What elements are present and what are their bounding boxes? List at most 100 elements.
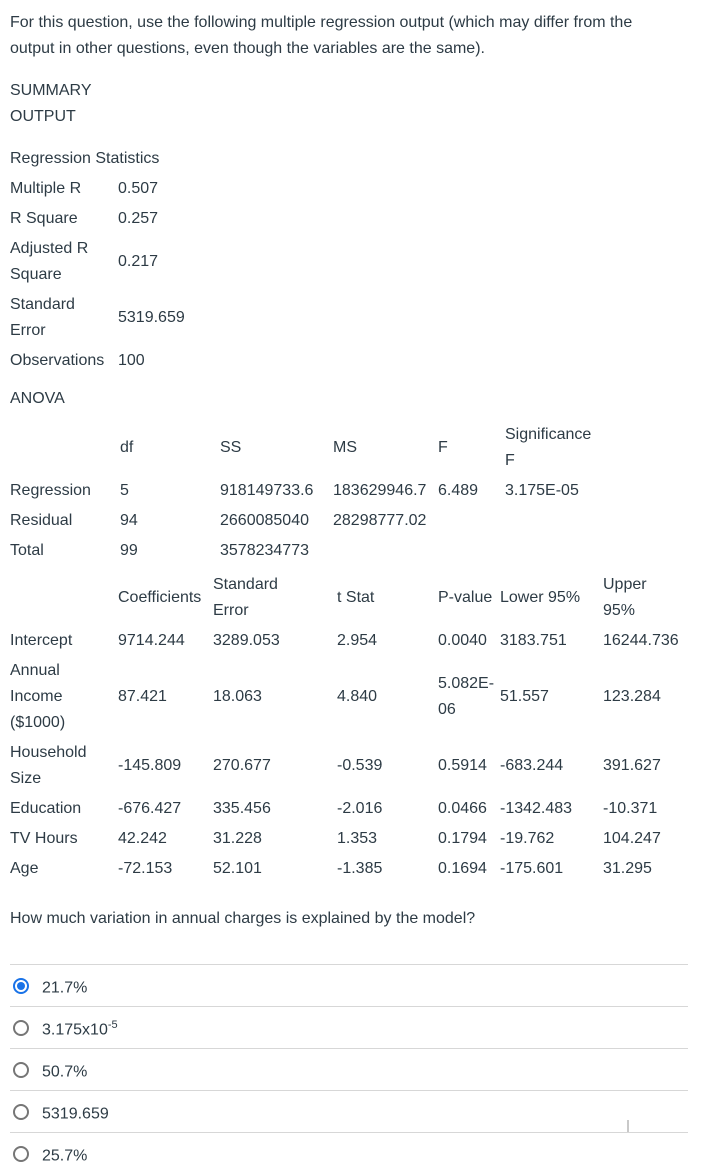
coef-cell: 123.284 — [603, 688, 661, 705]
coef-cell: 3289.053 — [213, 632, 280, 649]
summary-output-label: SUMMARY OUTPUT — [10, 82, 92, 125]
coef-cell: -10.371 — [603, 800, 658, 817]
stat-value: 0.507 — [118, 180, 159, 197]
stat-label: Adjusted R Square — [10, 240, 89, 283]
anova-cell — [438, 536, 505, 566]
anova-cell: 918149733.6 — [220, 482, 314, 499]
coef-cell: 1.353 — [337, 830, 378, 847]
anova-cell: 94 — [120, 512, 138, 529]
coef-row-label: Household Size — [10, 744, 87, 787]
coef-cell: -145.809 — [118, 757, 182, 774]
caret-mark — [627, 1120, 629, 1132]
coef-cell: 335.456 — [213, 800, 271, 817]
anova-cell — [438, 506, 505, 536]
anova-header-ss: SS — [220, 439, 242, 456]
table-row: Observations 100 — [10, 346, 430, 376]
table-row: TV Hours 42.242 31.228 1.353 0.1794 -19.… — [10, 824, 698, 854]
answer-option[interactable]: 3.175x10-5 — [10, 1006, 688, 1048]
coef-row-label: Age — [10, 860, 39, 877]
answer-label: 50.7% — [42, 1063, 88, 1081]
answer-option[interactable]: 25.7% — [10, 1132, 688, 1174]
coef-cell: 0.1694 — [438, 860, 487, 877]
coef-cell: 4.840 — [337, 688, 378, 705]
anova-cell: 2660085040 — [220, 512, 309, 529]
coef-cell: 18.063 — [213, 688, 262, 705]
coef-cell: 51.557 — [500, 688, 549, 705]
answer-option[interactable]: 21.7% — [10, 964, 688, 1006]
table-row: Regression 5 918149733.6 183629946.7 6.4… — [10, 476, 698, 506]
table-row: R Square 0.257 — [10, 204, 430, 234]
coef-cell: 52.101 — [213, 860, 262, 877]
coef-header-t-stat: t Stat — [337, 589, 375, 606]
radio-button[interactable] — [13, 977, 29, 994]
radio-button[interactable] — [13, 1145, 29, 1162]
stat-value: 5319.659 — [118, 309, 185, 326]
answer-option[interactable]: 50.7% — [10, 1048, 688, 1090]
anova-cell: 3578234773 — [220, 542, 309, 559]
coef-cell: 0.1794 — [438, 830, 487, 847]
anova-cell: 99 — [120, 542, 138, 559]
coef-cell: 16244.736 — [603, 632, 679, 649]
coef-header-lower-95: Lower 95% — [500, 589, 581, 606]
table-row: Total 99 3578234773 — [10, 536, 698, 566]
coef-cell: -72.153 — [118, 860, 173, 877]
anova-cell — [333, 536, 438, 566]
coef-row-label: TV Hours — [10, 830, 78, 847]
coef-cell: -0.539 — [337, 757, 383, 774]
coef-header-standard-error: Standard Error — [213, 576, 278, 619]
answer-label: 3.175x10 — [42, 1021, 108, 1039]
stat-label: Multiple R — [10, 180, 82, 197]
coef-cell: 5.082E-06 — [438, 675, 495, 718]
anova-cell — [505, 506, 698, 536]
stat-label: Observations — [10, 352, 105, 369]
quiz-question-page: For this question, use the following mul… — [10, 14, 698, 1164]
answer-label-superscript: -5 — [107, 1018, 118, 1031]
table-row: Standard Error 5319.659 — [10, 290, 430, 346]
stat-value: 0.257 — [118, 210, 159, 227]
coefficients-table: Coefficients Standard Error t Stat P-val… — [10, 570, 698, 884]
stat-label: R Square — [10, 210, 78, 227]
coef-header-p-value: P-value — [438, 589, 493, 606]
question-text: How much variation in annual charges is … — [10, 910, 476, 927]
coef-cell: 0.0466 — [438, 800, 487, 817]
coef-row-label: Intercept — [10, 632, 73, 649]
stat-value: 0.217 — [118, 253, 159, 270]
answer-label: 25.7% — [42, 1147, 88, 1165]
table-header-row: Coefficients Standard Error t Stat P-val… — [10, 570, 698, 626]
radio-button[interactable] — [13, 1103, 29, 1120]
anova-cell: 5 — [120, 482, 129, 499]
coef-cell: 9714.244 — [118, 632, 185, 649]
anova-cell: 3.175E-05 — [505, 482, 579, 499]
anova-row-label: Regression — [10, 482, 91, 499]
coef-cell: 2.954 — [337, 632, 378, 649]
coef-cell: -2.016 — [337, 800, 383, 817]
coef-row-label: Education — [10, 800, 82, 817]
table-header-row: df SS MS F Significance F — [10, 420, 698, 476]
coef-header-upper-95: Upper 95% — [603, 576, 647, 619]
answer-label: 21.7% — [42, 979, 88, 997]
anova-title: ANOVA — [10, 390, 65, 407]
radio-button[interactable] — [13, 1061, 29, 1078]
radio-button[interactable] — [13, 1019, 29, 1036]
coef-cell: -175.601 — [500, 860, 564, 877]
coef-row-label: Annual Income ($1000) — [10, 662, 66, 731]
anova-row-label: Total — [10, 542, 44, 559]
table-row: Multiple R 0.507 — [10, 174, 430, 204]
coef-cell: 104.247 — [603, 830, 661, 847]
coef-cell: 31.228 — [213, 830, 262, 847]
table-row: Annual Income ($1000) 87.421 18.063 4.84… — [10, 656, 698, 738]
stat-value: 100 — [118, 352, 145, 369]
table-row: Household Size -145.809 270.677 -0.539 0… — [10, 738, 698, 794]
anova-table: df SS MS F Significance F Regression 5 9… — [10, 420, 698, 566]
anova-row-label: Residual — [10, 512, 73, 529]
answer-option[interactable]: 5319.659 — [10, 1090, 688, 1132]
anova-header-f: F — [438, 439, 448, 456]
coef-cell: 42.242 — [118, 830, 167, 847]
regression-statistics-title: Regression Statistics — [10, 150, 160, 167]
anova-header-significance-f: Significance F — [505, 426, 592, 469]
table-row: Education -676.427 335.456 -2.016 0.0466… — [10, 794, 698, 824]
coef-cell: -1342.483 — [500, 800, 573, 817]
regression-statistics-table: Multiple R 0.507 R Square 0.257 Adjusted… — [10, 174, 430, 376]
coef-header-coefficients: Coefficients — [118, 589, 202, 606]
answer-label: 5319.659 — [42, 1105, 109, 1123]
